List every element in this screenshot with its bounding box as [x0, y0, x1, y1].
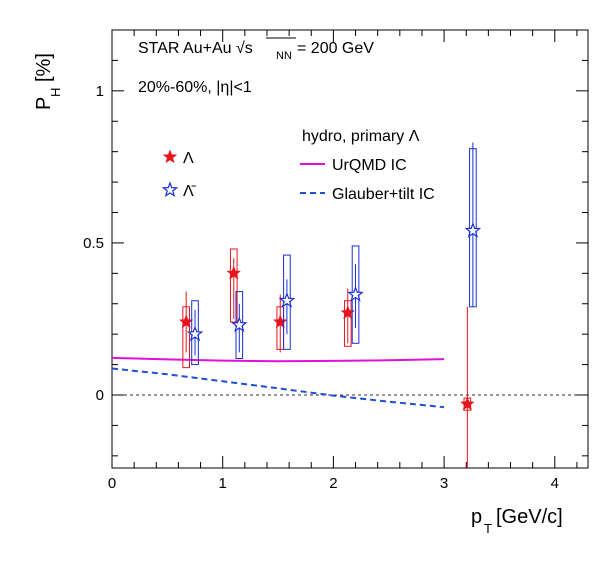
antilambda-marker [347, 285, 364, 302]
x-tick-label: 0 [108, 475, 116, 492]
lambda-sys-box [229, 248, 238, 323]
urqmd-curve [111, 356, 445, 363]
x-tick-label: 4 [551, 475, 559, 492]
data-points [178, 142, 482, 468]
antilambda-legend-star [161, 181, 179, 198]
model-curves [111, 356, 445, 409]
y-axis-title-sub: H [48, 88, 63, 97]
lambda-marker [340, 305, 356, 320]
lambda-marker [178, 314, 194, 329]
plot-frame [111, 29, 589, 469]
x-axis-ticks: 0 1 2 3 4 [108, 30, 578, 492]
x-axis-title-main: p [471, 506, 482, 528]
y-axis-title-main: P [33, 97, 55, 110]
centrality-label: 20%-60%, |η|<1 [138, 79, 252, 96]
legend-label-glauber: Glauber+tilt IC [332, 186, 435, 203]
y-tick-label: 0.5 [83, 235, 104, 252]
antilambda-marker [186, 325, 204, 342]
y-tick-label: 0 [96, 387, 104, 404]
lambda-marker [272, 314, 288, 329]
x-tick-label: 2 [329, 475, 337, 492]
x-axis-title-unit: [GeV/c] [496, 506, 563, 528]
y-axis-title: P H [%] [33, 53, 63, 110]
legend: Λ Λ̄ UrQMD IC Glauber+tilt IC [161, 149, 435, 203]
legend-marker-lambda [162, 149, 178, 164]
y-axis-ticks: 00.51 [83, 59, 588, 457]
energy-value: = 200 GeV [297, 40, 374, 57]
x-tick-label: 3 [440, 475, 448, 492]
glauber-tilt-curve [111, 367, 445, 409]
antilambda-marker [278, 291, 296, 308]
x-tick-label: 1 [219, 475, 227, 492]
y-axis-title-unit: [%] [33, 53, 55, 82]
legend-label-lambda: Λ [183, 150, 194, 167]
x-axis-title: p T [GeV/c] [471, 506, 563, 536]
y-tick-label: 1 [96, 83, 104, 100]
model-header: hydro, primary Λ [302, 128, 420, 145]
lambda-marker [226, 265, 242, 280]
experiment-label: STAR Au+Au √s [138, 40, 253, 57]
x-axis-title-sub: T [484, 521, 492, 536]
legend-label-antilambda: Λ̄ [183, 183, 197, 200]
lambda-marker [460, 396, 475, 411]
legend-marker-antilambda [161, 181, 179, 198]
antilambda-marker [231, 316, 248, 333]
energy-subscript: NN [276, 50, 292, 62]
antilambda-marker [464, 222, 482, 238]
lambda-legend-star [162, 149, 178, 164]
legend-label-urqmd: UrQMD IC [332, 157, 407, 174]
